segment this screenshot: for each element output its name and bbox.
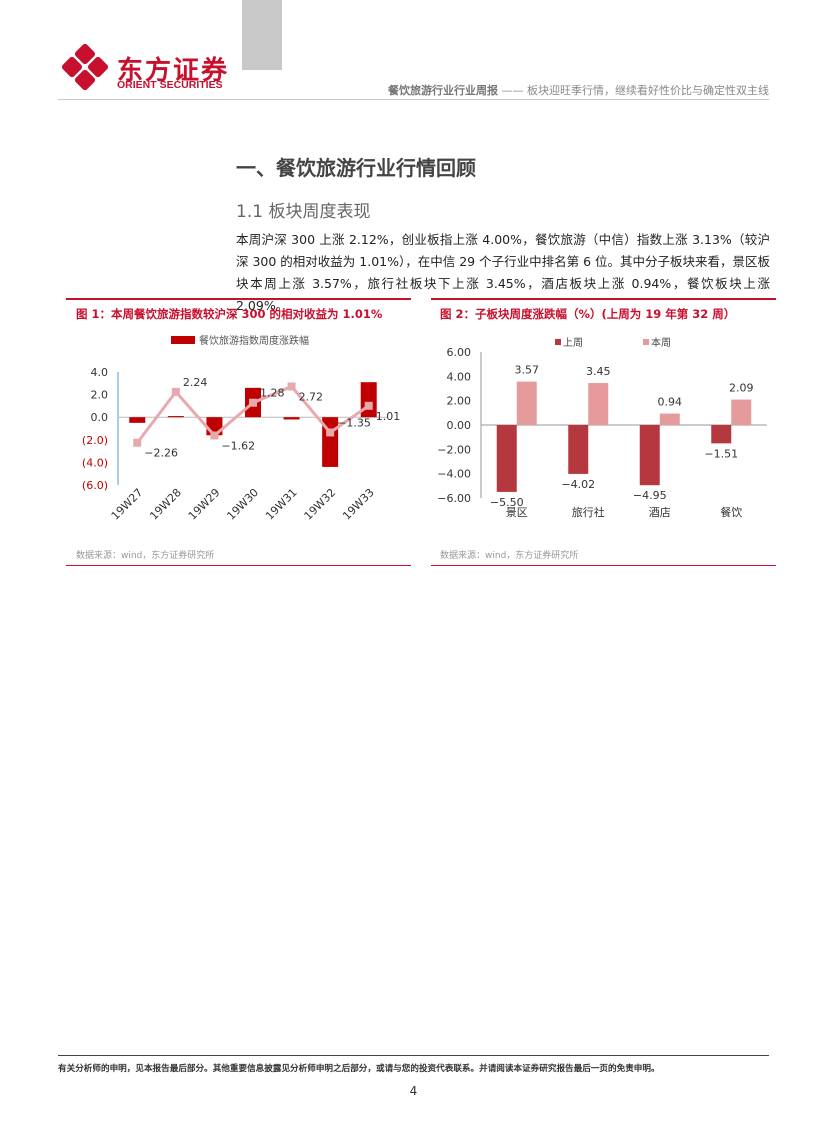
- bar-this-week-酒店: [659, 413, 680, 425]
- bar-data-label: −5.50: [490, 496, 524, 509]
- footer-divider: [58, 1055, 769, 1056]
- bar-data-label: −4.02: [561, 478, 595, 491]
- bar-this-week-景区: [516, 381, 537, 425]
- x-tick-label: 19W27: [109, 486, 146, 523]
- legend-label-last-week: 上周: [563, 337, 583, 349]
- bar-data-label: 3.45: [586, 365, 611, 378]
- y-tick-label: 4.0: [91, 366, 109, 379]
- fig2-source: 数据来源：wind，东方证券研究所: [440, 551, 579, 561]
- bar-data-label: −1.51: [704, 447, 738, 460]
- fig1-title: 图 1：本周餐饮旅游指数较沪深 300 的相对收益为 1.01%: [76, 307, 383, 321]
- y-tick-label: (6.0): [82, 479, 108, 492]
- bar-last-week-旅行社: [568, 425, 589, 474]
- page-number: 4: [409, 1084, 418, 1098]
- fig2-bottom-rule: [431, 565, 776, 566]
- x-tick-label: 19W32: [302, 486, 339, 523]
- bar-data-label: 3.57: [515, 364, 540, 377]
- x-tick-label: 19W30: [224, 486, 261, 523]
- fig2-title: 图 2：子板块周度涨跌幅（%）(上周为 19 年第 32 周）: [440, 307, 736, 321]
- bar-this-week-餐饮: [731, 399, 752, 425]
- line-data-label: 2.72: [299, 390, 324, 403]
- legend-swatch-this-week: [643, 339, 649, 345]
- x-tick-label: 餐饮: [720, 505, 742, 519]
- line-point-19W27: [133, 438, 142, 447]
- report-header: 餐饮旅游行业行业周报 —— 板块迎旺季行情，继续看好性价比与确定性双主线: [388, 82, 769, 98]
- y-tick-label: 2.0: [91, 389, 109, 402]
- logo-chinese-text: 东方证券: [117, 56, 230, 86]
- line-data-label: −2.26: [144, 447, 178, 460]
- fig1-source: 数据来源：wind，东方证券研究所: [76, 551, 215, 561]
- line-data-label: 1.01: [376, 410, 401, 423]
- line-data-label: −1.35: [337, 416, 371, 429]
- legend-swatch-last-week: [555, 339, 561, 345]
- y-tick-label: (4.0): [82, 456, 108, 469]
- legend-label-bar: 餐饮旅游指数周度涨跌幅: [199, 334, 309, 347]
- line-data-label: −1.62: [221, 440, 255, 453]
- line-point-19W28: [171, 387, 180, 396]
- bar-this-week-旅行社: [588, 383, 609, 425]
- line-data-label: 1.28: [260, 387, 285, 400]
- legend-label-this-week: 本周: [651, 336, 671, 349]
- line-point-19W31: [287, 382, 296, 391]
- bar-data-label: 2.09: [729, 382, 754, 395]
- bar-19W27: [129, 417, 146, 423]
- line-point-19W30: [249, 398, 257, 407]
- x-tick-label: 旅行社: [572, 505, 605, 519]
- bar-data-label: 0.94: [658, 396, 683, 409]
- y-tick-label: 4.00: [447, 370, 472, 383]
- x-tick-label: 景区: [506, 506, 528, 519]
- x-tick-label: 19W31: [263, 486, 300, 523]
- line-point-19W29: [210, 431, 219, 440]
- legend-swatch-bar: [171, 336, 195, 344]
- report-separator: ——: [498, 84, 527, 97]
- section-paragraph: 本周沪深 300 上涨 2.12%，创业板指上涨 4.00%，餐饮旅游（中信）指…: [236, 232, 770, 313]
- report-subtitle: 板块迎旺季行情，继续看好性价比与确定性双主线: [527, 84, 769, 97]
- bar-last-week-酒店: [639, 425, 660, 486]
- logo-english-text: ORIENT SECURITIES: [117, 79, 223, 91]
- bar-data-label: −4.95: [633, 489, 667, 502]
- header-divider: [58, 99, 769, 100]
- fig1-chart: 餐饮旅游指数周度涨跌幅 4.0 2.0 0.0 (2.0) (4.0) (6.0) −2.26…: [82, 334, 401, 523]
- orient-logo-icon: [62, 44, 108, 90]
- y-tick-label: 0.00: [447, 419, 472, 432]
- fig2-chart: 上周 本周 6.00 4.00 2.00 0.00 −2.00 −4.00 −6.00 −5.50…: [437, 336, 767, 519]
- section-subheading: 1.1 板块周度表现: [236, 202, 371, 222]
- report-title: 餐饮旅游行业行业周报: [388, 84, 498, 97]
- line-data-label: 2.24: [183, 376, 208, 389]
- x-tick-label: 19W33: [340, 486, 377, 523]
- line-point-19W32: [326, 428, 335, 437]
- y-tick-label: −6.00: [437, 492, 471, 505]
- y-tick-label: −2.00: [437, 443, 471, 456]
- header-accent-bar: [242, 0, 282, 70]
- footer-disclaimer: 有关分析师的申明，见本报告最后部分。其他重要信息披露见分析师申明之后部分，或请与…: [58, 1064, 660, 1074]
- bar-19W31: [283, 417, 300, 420]
- bar-19W33: [360, 382, 377, 418]
- y-tick-label: 2.00: [447, 395, 472, 408]
- fig1-bottom-rule: [66, 565, 411, 566]
- bar-last-week-景区: [496, 425, 517, 492]
- y-tick-label: 0.0: [91, 411, 109, 424]
- y-tick-label: (2.0): [82, 434, 108, 447]
- x-tick-label: 19W28: [147, 486, 184, 523]
- section-heading: 一、餐饮旅游行业行情回顾: [236, 156, 476, 180]
- fig2-top-rule: [431, 298, 776, 300]
- bar-last-week-餐饮: [711, 425, 732, 444]
- fig1-top-rule: [66, 298, 411, 300]
- y-tick-label: −4.00: [437, 468, 471, 481]
- bar-19W28: [167, 416, 184, 418]
- y-tick-label: 6.00: [447, 346, 472, 359]
- line-point-19W33: [364, 401, 373, 410]
- x-tick-label: 酒店: [649, 505, 671, 519]
- x-tick-label: 19W29: [186, 486, 223, 523]
